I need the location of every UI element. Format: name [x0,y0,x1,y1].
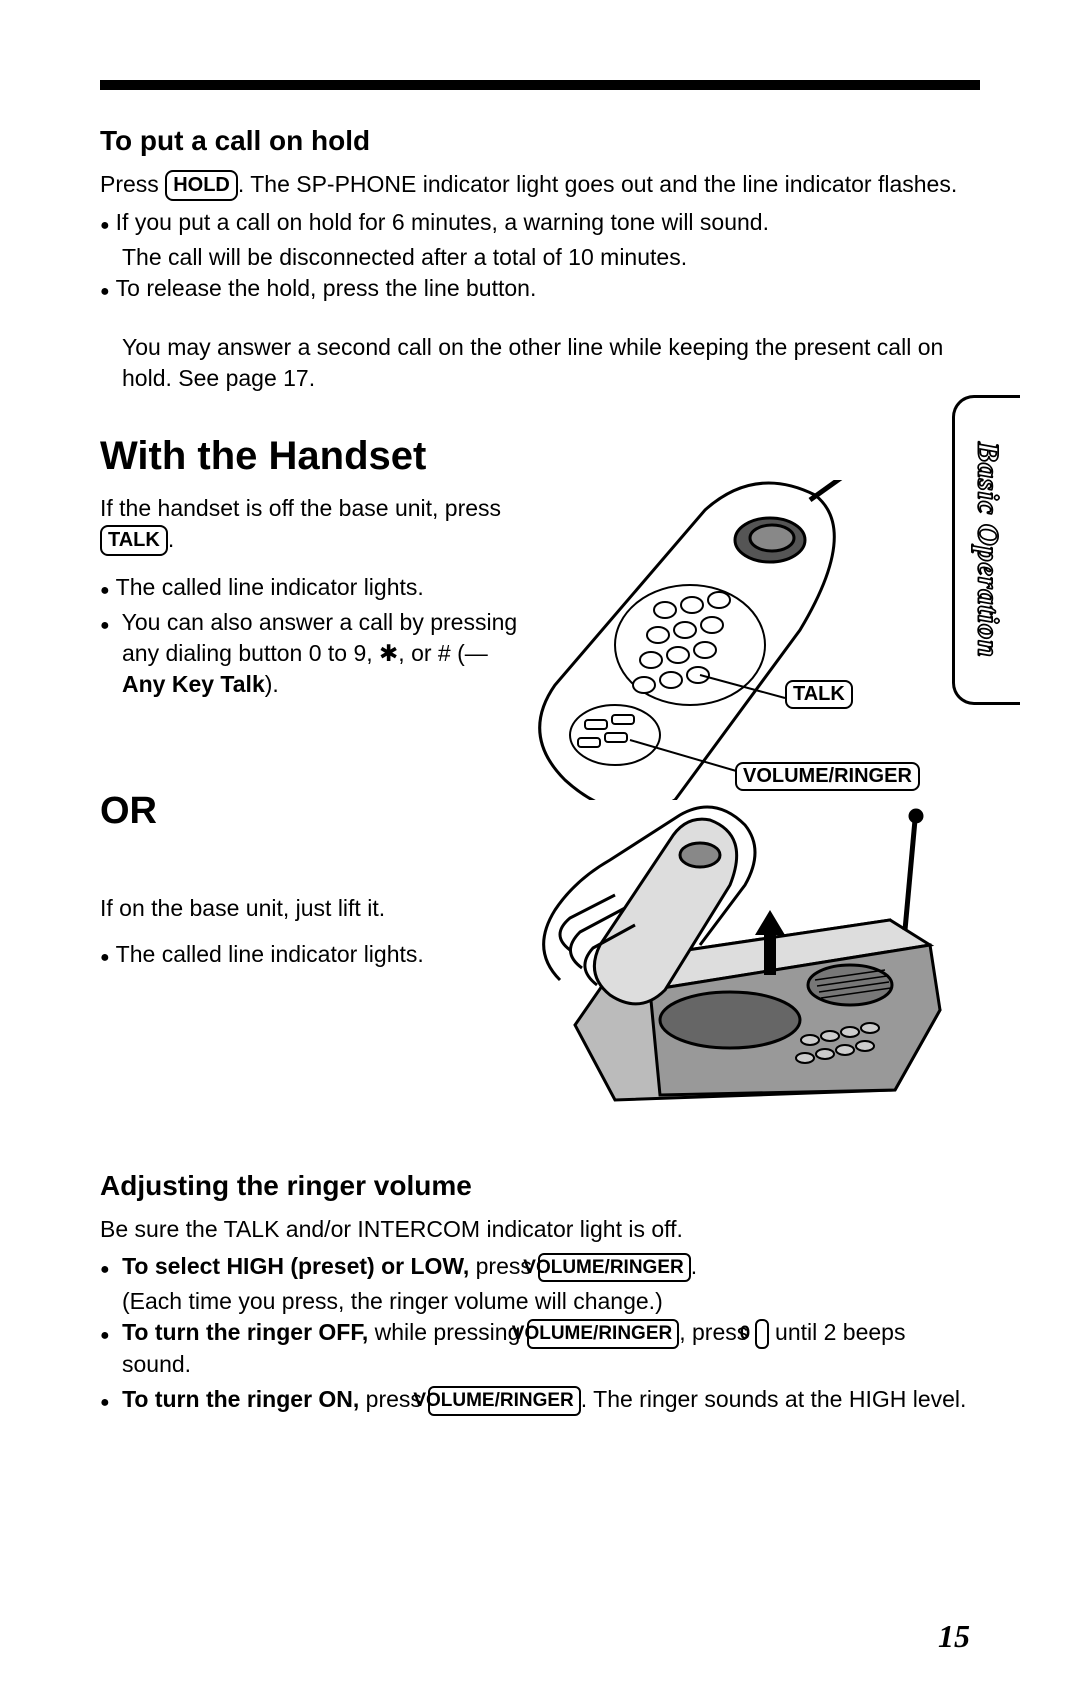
handset-b2-bold: Any Key Talk [122,671,265,697]
hold-button-label: HOLD [165,170,238,201]
side-tab-label: Basic Operation [971,442,1005,658]
handset-intro-post: . [168,526,174,552]
side-tab: Basic Operation [952,395,1020,705]
ringer-intro: Be sure the TALK and/or INTERCOM indicat… [100,1214,980,1245]
hold-note: You may answer a second call on the othe… [122,332,980,394]
ringer-bullet-3: To turn the ringer ON, press VOLUME/RING… [100,1384,980,1416]
or-text: If on the base unit, just lift it. [100,893,520,924]
handset-b2-pre: You can also answer a call by pressing a… [122,609,518,666]
handset-bullet-2: You can also answer a call by pressing a… [100,607,520,700]
r1-post: . [691,1253,697,1279]
handset-intro-pre: If the handset is off the base unit, pre… [100,495,501,521]
handset-b2-post: ). [265,671,279,697]
handset-intro: If the handset is off the base unit, pre… [100,493,520,556]
handset-title: With the Handset [100,434,980,479]
hold-bullet-1-cont: The call will be disconnected after a to… [122,242,980,273]
zero-button: 0 [755,1319,769,1349]
base-unit-illustration [500,800,950,1110]
r2-mid: while pressing [368,1319,527,1345]
hold-title: To put a call on hold [100,125,980,157]
handset-illustration: TALK VOLUME/RINGER [500,480,940,800]
r3-post: . The ringer sounds at the HIGH level. [581,1386,967,1412]
hold-press-line: Press HOLD. The SP-PHONE indicator light… [100,169,980,201]
r1-bold: To select HIGH (preset) or LOW, [122,1253,469,1279]
vol-ringer-button-2: VOLUME/RINGER [527,1319,679,1349]
vol-ringer-button-1: VOLUME/RINGER [538,1253,690,1283]
vol-ringer-button-3: VOLUME/RINGER [428,1386,580,1416]
ringer-bullet-1: To select HIGH (preset) or LOW, press VO… [100,1251,980,1283]
callout-volume-ringer: VOLUME/RINGER [735,762,920,791]
ringer-bullet-1-cont: (Each time you press, the ringer volume … [122,1286,980,1317]
ringer-bullet-2: To turn the ringer OFF, while pressing V… [100,1317,980,1380]
hold-press-post: . The SP-PHONE indicator light goes out … [238,171,957,197]
hold-bullet-2: To release the hold, press the line butt… [100,273,980,304]
page-number: 15 [938,1618,970,1655]
header-rule [100,80,980,90]
hold-bullet-1: If you put a call on hold for 6 minutes,… [100,207,980,238]
hold-press-pre: Press [100,171,165,197]
handset-bullet-1: The called line indicator lights. [100,572,520,603]
ringer-title: Adjusting the ringer volume [100,1170,980,1202]
talk-button-label: TALK [100,525,168,556]
or-bullet-1: The called line indicator lights. [100,939,520,970]
callout-talk: TALK [785,680,853,709]
r3-bold: To turn the ringer ON, [122,1386,359,1412]
r2-bold: To turn the ringer OFF, [122,1319,368,1345]
